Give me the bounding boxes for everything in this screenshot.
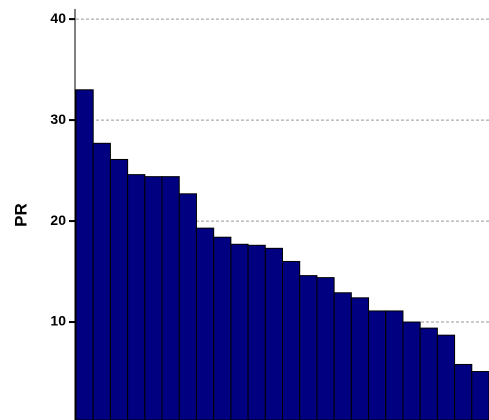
bar: [92, 142, 111, 420]
bar: [75, 89, 94, 420]
bar: [144, 176, 163, 420]
y-tick-label: 40: [50, 10, 66, 26]
bar: [161, 176, 180, 420]
bar: [247, 244, 266, 420]
bar: [299, 275, 318, 420]
bar: [195, 227, 215, 420]
y-tick-label: 30: [50, 111, 66, 127]
bar: [264, 247, 283, 420]
y-tick-label: 20: [50, 212, 66, 228]
bar: [178, 193, 197, 420]
bar: [471, 371, 489, 420]
bar: [350, 297, 370, 420]
bar: [436, 334, 456, 420]
bar: [454, 363, 473, 420]
bar: [333, 292, 352, 420]
bar: [419, 327, 438, 420]
bar: [368, 310, 387, 420]
bar: [230, 243, 249, 420]
bar: [127, 174, 146, 420]
bar: [316, 277, 335, 420]
bar: [109, 158, 129, 420]
y-tick-label: 10: [50, 313, 66, 329]
bar: [402, 321, 421, 420]
bar: [385, 310, 404, 420]
bar: [282, 260, 301, 420]
bar: [213, 236, 232, 420]
y-axis-label: PR: [11, 203, 30, 227]
